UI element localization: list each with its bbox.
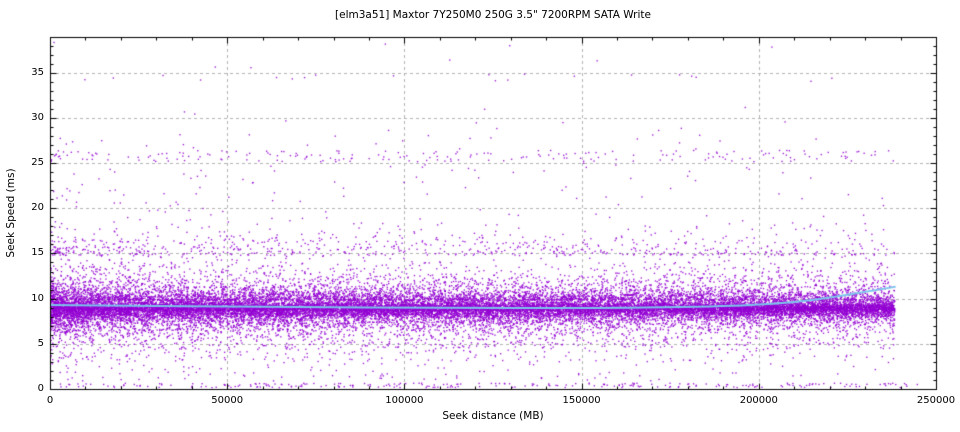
y-tick-label: 35	[31, 66, 44, 78]
y-tick-label: 25	[31, 157, 44, 169]
y-tick-label: 5	[37, 337, 44, 349]
x-tick-label: 50000	[211, 395, 244, 406]
y-tick-label: 0	[37, 383, 44, 394]
x-tick-label: 100000	[385, 395, 424, 406]
x-tick-label: 150000	[562, 395, 601, 406]
x-tick-label: 250000	[916, 395, 956, 406]
x-tick-label: 0	[46, 395, 54, 406]
chart-title: [elm3a51] Maxtor 7Y250M0 250G 3.5" 7200R…	[335, 9, 651, 21]
y-tick-label: 30	[31, 111, 44, 123]
x-tick-label: 200000	[739, 395, 778, 406]
y-tick-label: 15	[31, 247, 44, 259]
y-tick-label: 20	[31, 202, 44, 214]
x-axis-label: Seek distance (MB)	[442, 410, 544, 422]
y-tick-label: 10	[31, 292, 44, 304]
